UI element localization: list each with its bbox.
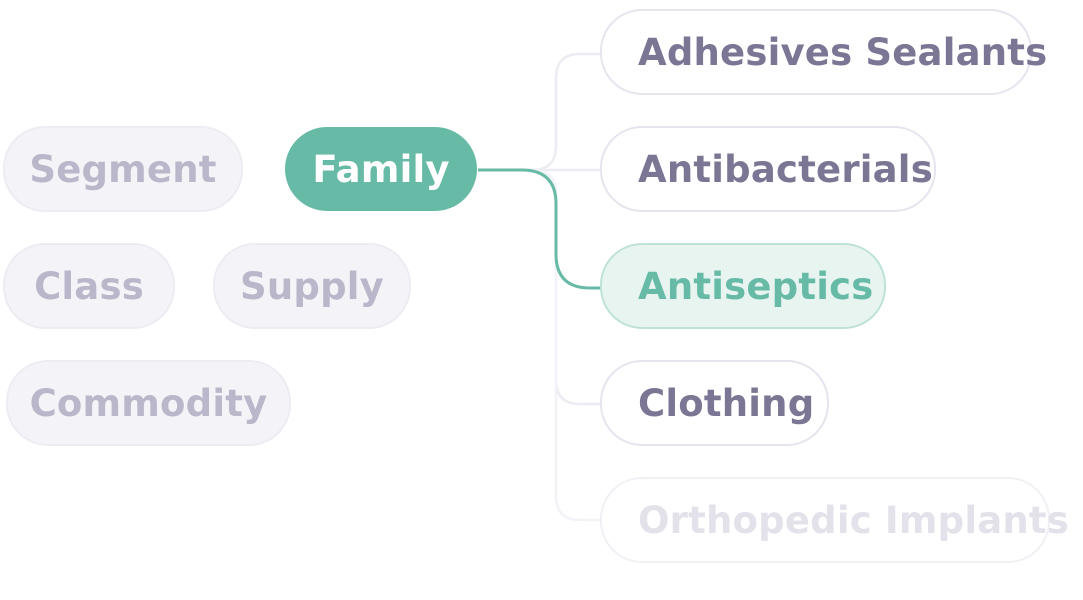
child-node-label: Antibacterials: [638, 147, 933, 191]
node-class-label: Class: [34, 264, 144, 308]
connector-antiseptics-active: [478, 168, 602, 290]
node-segment-label: Segment: [29, 147, 217, 191]
child-node-orthopedic-implants[interactable]: Orthopedic Implants: [600, 477, 1069, 563]
child-node-clothing[interactable]: Clothing: [600, 360, 829, 446]
child-node-label: Orthopedic Implants: [638, 498, 1070, 542]
node-commodity[interactable]: Commodity: [6, 360, 291, 446]
child-node-label: Clothing: [638, 381, 815, 425]
node-family-active[interactable]: Family: [285, 127, 477, 211]
node-supply-label: Supply: [240, 264, 384, 308]
node-segment[interactable]: Segment: [3, 126, 243, 212]
node-family-label: Family: [312, 147, 450, 191]
node-supply[interactable]: Supply: [213, 243, 411, 329]
child-node-label: Adhesives Sealants: [638, 30, 1048, 74]
child-node-antiseptics[interactable]: Antiseptics: [600, 243, 886, 329]
child-node-antibacterials[interactable]: Antibacterials: [600, 126, 936, 212]
node-class[interactable]: Class: [3, 243, 175, 329]
connector-adhesives-sealants: [478, 52, 602, 172]
connector-orthopedic-implants: [478, 168, 602, 522]
node-commodity-label: Commodity: [29, 381, 268, 425]
child-node-adhesives-sealants[interactable]: Adhesives Sealants: [600, 9, 1047, 95]
child-node-label: Antiseptics: [638, 264, 874, 308]
